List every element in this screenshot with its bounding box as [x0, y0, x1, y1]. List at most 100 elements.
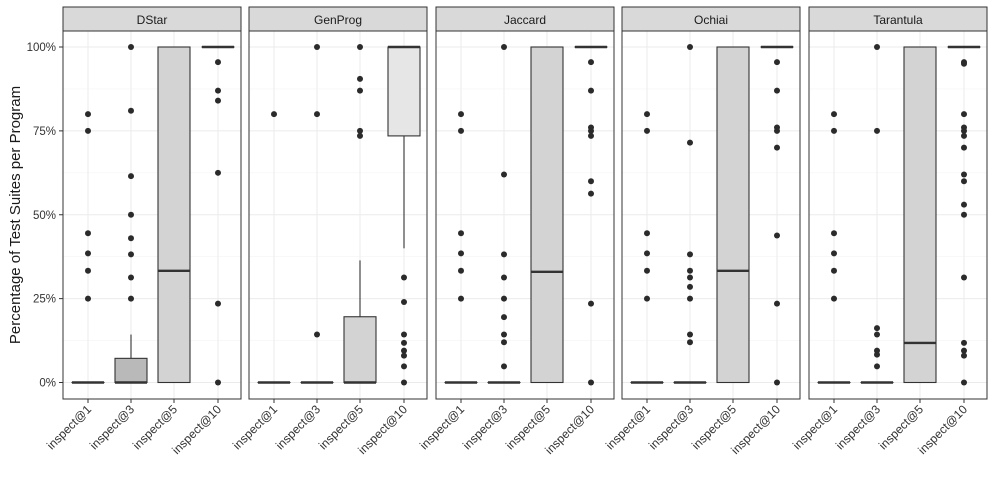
outlier-point	[215, 98, 221, 104]
outlier-point	[687, 140, 693, 146]
x-tick-label: inspect@3	[460, 402, 510, 452]
outlier-point	[961, 212, 967, 218]
facet-panel-ochiai: Ochiaiinspect@1inspect@3inspect@5inspect…	[603, 7, 800, 457]
outlier-point	[128, 274, 134, 280]
x-tick-label: inspect@3	[646, 402, 696, 452]
outlier-point	[687, 332, 693, 338]
y-tick-label: 75%	[33, 126, 56, 138]
outlier-point	[401, 299, 407, 305]
outlier-point	[85, 111, 91, 117]
x-tick-label: inspect@1	[790, 402, 840, 452]
outlier-point	[874, 352, 880, 358]
outlier-point	[874, 332, 880, 338]
outlier-point	[687, 251, 693, 257]
outlier-point	[128, 212, 134, 218]
outlier-point	[687, 274, 693, 280]
outlier-point	[588, 133, 594, 139]
outlier-point	[85, 268, 91, 274]
outlier-point	[215, 301, 221, 307]
outlier-point	[644, 230, 650, 236]
outlier-point	[314, 332, 320, 338]
box-iqr	[904, 47, 936, 383]
outlier-point	[458, 250, 464, 256]
y-tick-label: 25%	[33, 294, 56, 306]
x-tick-label: inspect@1	[230, 402, 280, 452]
outlier-point	[501, 251, 507, 257]
outlier-point	[314, 44, 320, 50]
outlier-point	[687, 296, 693, 302]
box-inspect-at-5	[717, 47, 749, 383]
facet-title: Ochiai	[694, 13, 728, 27]
outlier-point	[588, 178, 594, 184]
box-inspect-at-5	[904, 47, 936, 383]
outlier-point	[831, 111, 837, 117]
outlier-point	[128, 251, 134, 257]
x-tick-label: inspect@1	[603, 402, 653, 452]
outlier-point	[774, 88, 780, 94]
outlier-point	[961, 274, 967, 280]
outlier-point	[874, 128, 880, 134]
outlier-point	[501, 274, 507, 280]
outlier-point	[961, 353, 967, 359]
outlier-point	[401, 274, 407, 280]
outlier-point	[215, 59, 221, 65]
y-tick-label: 100%	[27, 42, 56, 54]
outlier-point	[501, 332, 507, 338]
outlier-point	[401, 353, 407, 359]
y-axis-title: Percentage of Test Suites per Program	[7, 86, 24, 344]
outlier-point	[687, 339, 693, 345]
outlier-point	[588, 191, 594, 197]
outlier-point	[644, 268, 650, 274]
outlier-point	[961, 178, 967, 184]
outlier-point	[687, 284, 693, 290]
box-inspect-at-5	[531, 47, 563, 383]
outlier-point	[644, 250, 650, 256]
outlier-point	[85, 230, 91, 236]
x-tick-label: inspect@3	[273, 402, 323, 452]
outlier-point	[961, 145, 967, 151]
outlier-point	[961, 380, 967, 386]
outlier-point	[357, 133, 363, 139]
outlier-point	[831, 296, 837, 302]
box-iqr	[531, 47, 563, 383]
box-iqr	[717, 47, 749, 383]
outlier-point	[128, 108, 134, 114]
facet-title: Tarantula	[873, 13, 923, 27]
outlier-point	[774, 233, 780, 239]
outlier-point	[501, 314, 507, 320]
facet-panel-jaccard: Jaccardinspect@1inspect@3inspect@5inspec…	[417, 7, 614, 457]
outlier-point	[357, 88, 363, 94]
box-iqr	[388, 47, 420, 136]
x-tick-label: inspect@1	[417, 402, 467, 452]
outlier-point	[357, 44, 363, 50]
box-iqr	[344, 317, 376, 383]
outlier-point	[831, 230, 837, 236]
outlier-point	[961, 133, 967, 139]
outlier-point	[128, 296, 134, 302]
outlier-point	[874, 363, 880, 369]
y-tick-label: 50%	[33, 210, 56, 222]
outlier-point	[215, 170, 221, 176]
outlier-point	[401, 340, 407, 346]
outlier-point	[774, 301, 780, 307]
outlier-point	[458, 296, 464, 302]
outlier-point	[401, 332, 407, 338]
outlier-point	[961, 202, 967, 208]
box-iqr	[158, 47, 190, 383]
outlier-point	[687, 268, 693, 274]
outlier-point	[215, 380, 221, 386]
outlier-point	[501, 44, 507, 50]
outlier-point	[128, 173, 134, 179]
outlier-point	[961, 171, 967, 177]
outlier-point	[458, 128, 464, 134]
facet-title: Jaccard	[504, 13, 546, 27]
outlier-point	[774, 380, 780, 386]
outlier-point	[401, 380, 407, 386]
outlier-point	[458, 230, 464, 236]
outlier-point	[687, 44, 693, 50]
facet-panel-dstar: DStarinspect@1inspect@3inspect@5inspect@…	[44, 7, 241, 457]
outlier-point	[271, 111, 277, 117]
outlier-point	[831, 268, 837, 274]
